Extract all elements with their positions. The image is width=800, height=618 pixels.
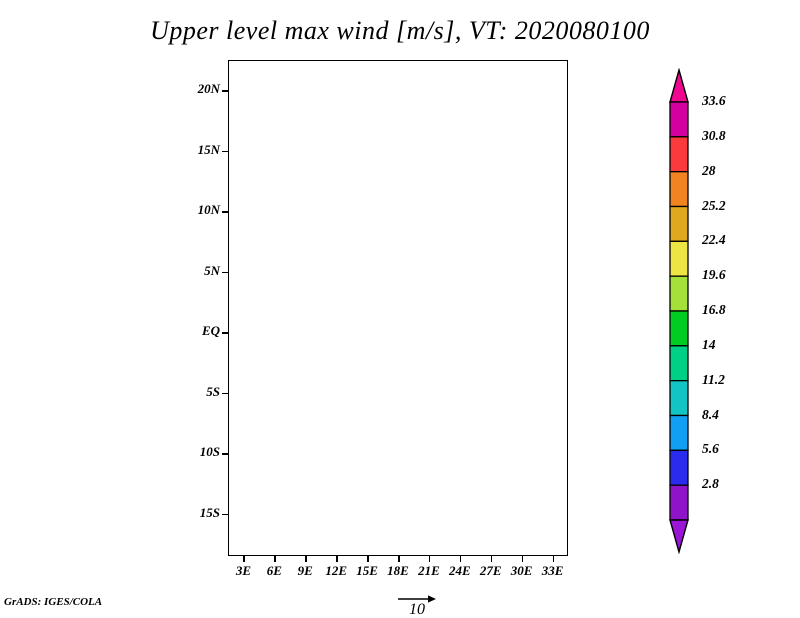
colorbar-band [669,275,689,312]
colorbar-band [669,414,689,451]
lat-tick [222,90,228,92]
colorbar-label-14: 14 [702,336,716,352]
colorbar-label-16.8: 16.8 [702,302,726,317]
reference-vector-label: 10 [409,601,425,618]
colorbar-band [669,101,689,138]
lon-tick [490,556,493,562]
map-plot-area [228,60,568,556]
lat-tick [222,513,228,516]
colorbar-label-2.8: 2.8 [702,476,719,492]
colorbar-band [669,345,689,382]
lon-tick [367,556,369,562]
lon-label-18E: 18E [387,563,409,578]
lon-tick [274,556,276,562]
lat-label-15N: 15N [197,141,220,157]
colorbar-label-30.8: 30.8 [702,127,726,143]
lon-tick [521,556,524,562]
colorbar-band [669,171,689,208]
colorbar-band [669,484,689,521]
lat-label-10S: 10S [199,444,220,460]
colorbar-swatches [669,68,689,554]
colorbar-label-22.4: 22.4 [702,232,726,248]
colorbar-band [669,205,689,242]
colorbar-label-25.2: 25.2 [702,197,726,213]
lon-label-21E: 21E [418,563,440,578]
lon-label-27E: 27E [479,563,502,578]
lon-tick [336,556,338,562]
lat-label-10N: 10N [197,202,220,218]
lon-label-6E: 6E [266,563,282,578]
colorbar-label-28: 28 [702,162,716,178]
lon-label-12E: 12E [325,563,347,578]
lat-label-15S: 15S [199,504,220,520]
colorbar-cap-top [669,68,689,103]
lon-tick [428,556,431,562]
colorbar-label-5.6: 5.6 [702,441,719,457]
lat-label-EQ: EQ [201,323,220,339]
lat-tick [222,211,228,213]
page-title: Upper level max wind [m/s], VT: 20200801… [150,16,650,45]
colorbar-band [669,449,689,486]
lat-tick [222,332,228,334]
lat-label-5S: 5S [206,383,220,399]
lat-tick [222,392,228,395]
lon-label-9E: 9E [297,563,313,578]
lon-tick [459,556,462,562]
plot-frame [228,60,568,556]
lon-label-3E: 3E [235,563,252,578]
lat-tick [222,150,228,153]
lon-label-30E: 30E [510,563,533,578]
colorbar-label-33.6: 33.6 [702,93,726,108]
reference-vector: 10 [382,590,452,618]
colorbar-band [669,310,689,347]
lon-tick [398,556,400,562]
colorbar-band [669,136,689,173]
colorbar-cap-bottom [669,519,689,554]
grads-credit: GrADS: IGES/COLA [4,596,103,608]
lat-label-5N: 5N [204,262,220,278]
colorbar: 33.6 30.8 28 25.2 22.4 19.6 16.8 14 11.2 8.4 5.6 2.… [668,68,788,554]
lon-label-24E: 24E [448,563,471,578]
colorbar-label-8.4: 8.4 [702,406,719,422]
colorbar-label-19.6: 19.6 [702,267,726,283]
lon-label-33E: 33E [541,563,564,578]
lat-label-20N: 20N [197,81,220,97]
colorbar-band [669,240,689,277]
lon-tick [243,556,245,562]
colorbar-label-11.2: 11.2 [702,371,725,387]
lat-tick [222,453,228,455]
lon-tick [552,556,555,562]
arrow-right-icon [398,595,436,603]
lon-label-15E: 15E [356,563,378,578]
lon-tick [305,556,307,562]
lat-tick [222,271,228,274]
colorbar-band [669,380,689,417]
